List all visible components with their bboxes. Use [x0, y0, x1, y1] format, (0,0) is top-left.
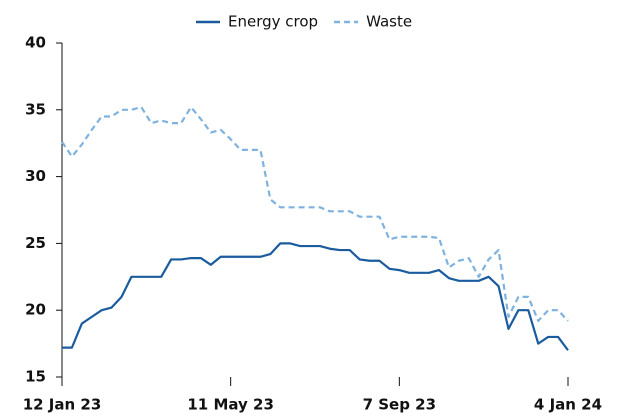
- x-tick-label: 11 May 23: [187, 396, 274, 414]
- y-tick-label: 25: [25, 234, 46, 252]
- series-line: [62, 242, 569, 351]
- x-tick-label: 12 Jan 23: [23, 396, 102, 414]
- y-tick-label: 15: [25, 368, 46, 386]
- legend-label: Waste: [366, 13, 412, 31]
- y-tick-label: 40: [25, 34, 46, 52]
- y-tick-label: 35: [25, 100, 46, 118]
- y-tick-label: 30: [25, 167, 46, 185]
- x-tick-label: 4 Jan 24: [534, 396, 602, 414]
- legend-label: Energy crop: [228, 13, 318, 31]
- series-line: [61, 106, 569, 322]
- y-tick-label: 20: [25, 301, 46, 319]
- x-tick-label: 7 Sep 23: [363, 396, 436, 414]
